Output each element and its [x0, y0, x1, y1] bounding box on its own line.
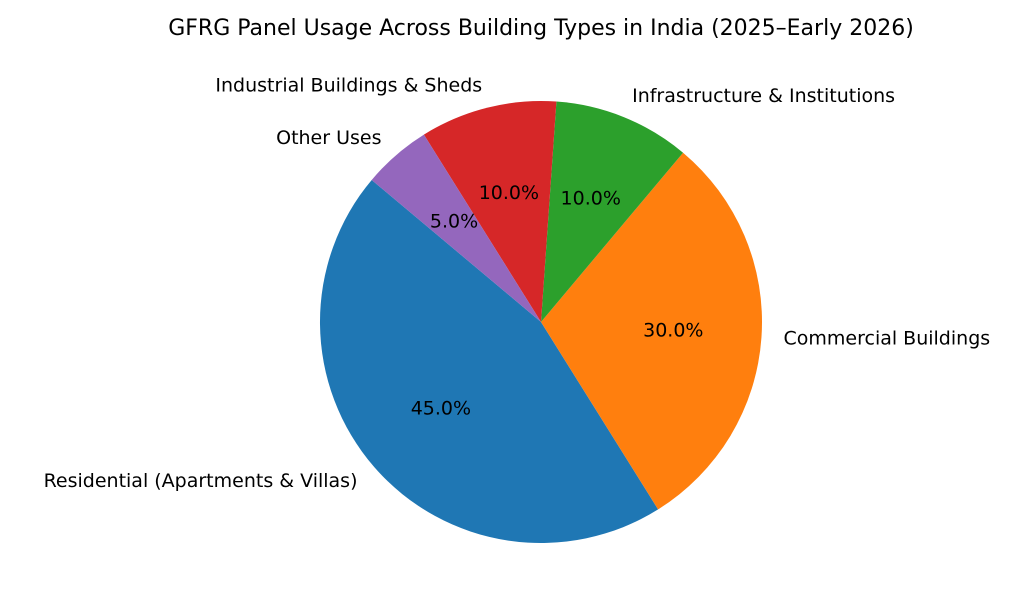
- pie-slice-industrial-buildings-sheds: [423, 101, 557, 322]
- pie-slice-residential-apartments-villas: [319, 179, 659, 544]
- pie-slice-infrastructure-institutions: [541, 101, 684, 322]
- percent-label-residential-apartments-villas: 45.0%: [411, 398, 471, 420]
- pie-slices: [319, 101, 763, 544]
- slice-label-industrial-buildings-sheds: Industrial Buildings & Sheds: [215, 75, 482, 97]
- percent-label-commercial-buildings: 30.0%: [643, 320, 703, 342]
- pie-slice-commercial-buildings: [541, 152, 763, 510]
- percent-label-other-uses: 5.0%: [430, 210, 478, 232]
- percent-label-infrastructure-institutions: 10.0%: [561, 188, 621, 210]
- percent-label-industrial-buildings-sheds: 10.0%: [479, 182, 539, 204]
- pie-labels: Residential (Apartments & Villas) 45.0% Co…: [44, 75, 991, 492]
- slice-label-residential-apartments-villas: Residential (Apartments & Villas): [44, 470, 358, 492]
- slice-label-commercial-buildings: Commercial Buildings: [784, 328, 991, 350]
- slice-label-infrastructure-institutions: Infrastructure & Institutions: [632, 85, 895, 107]
- slice-label-other-uses: Other Uses: [276, 127, 381, 149]
- chart-title: GFRG Panel Usage Across Building Types i…: [168, 16, 914, 41]
- pie-slice-other-uses: [371, 134, 541, 322]
